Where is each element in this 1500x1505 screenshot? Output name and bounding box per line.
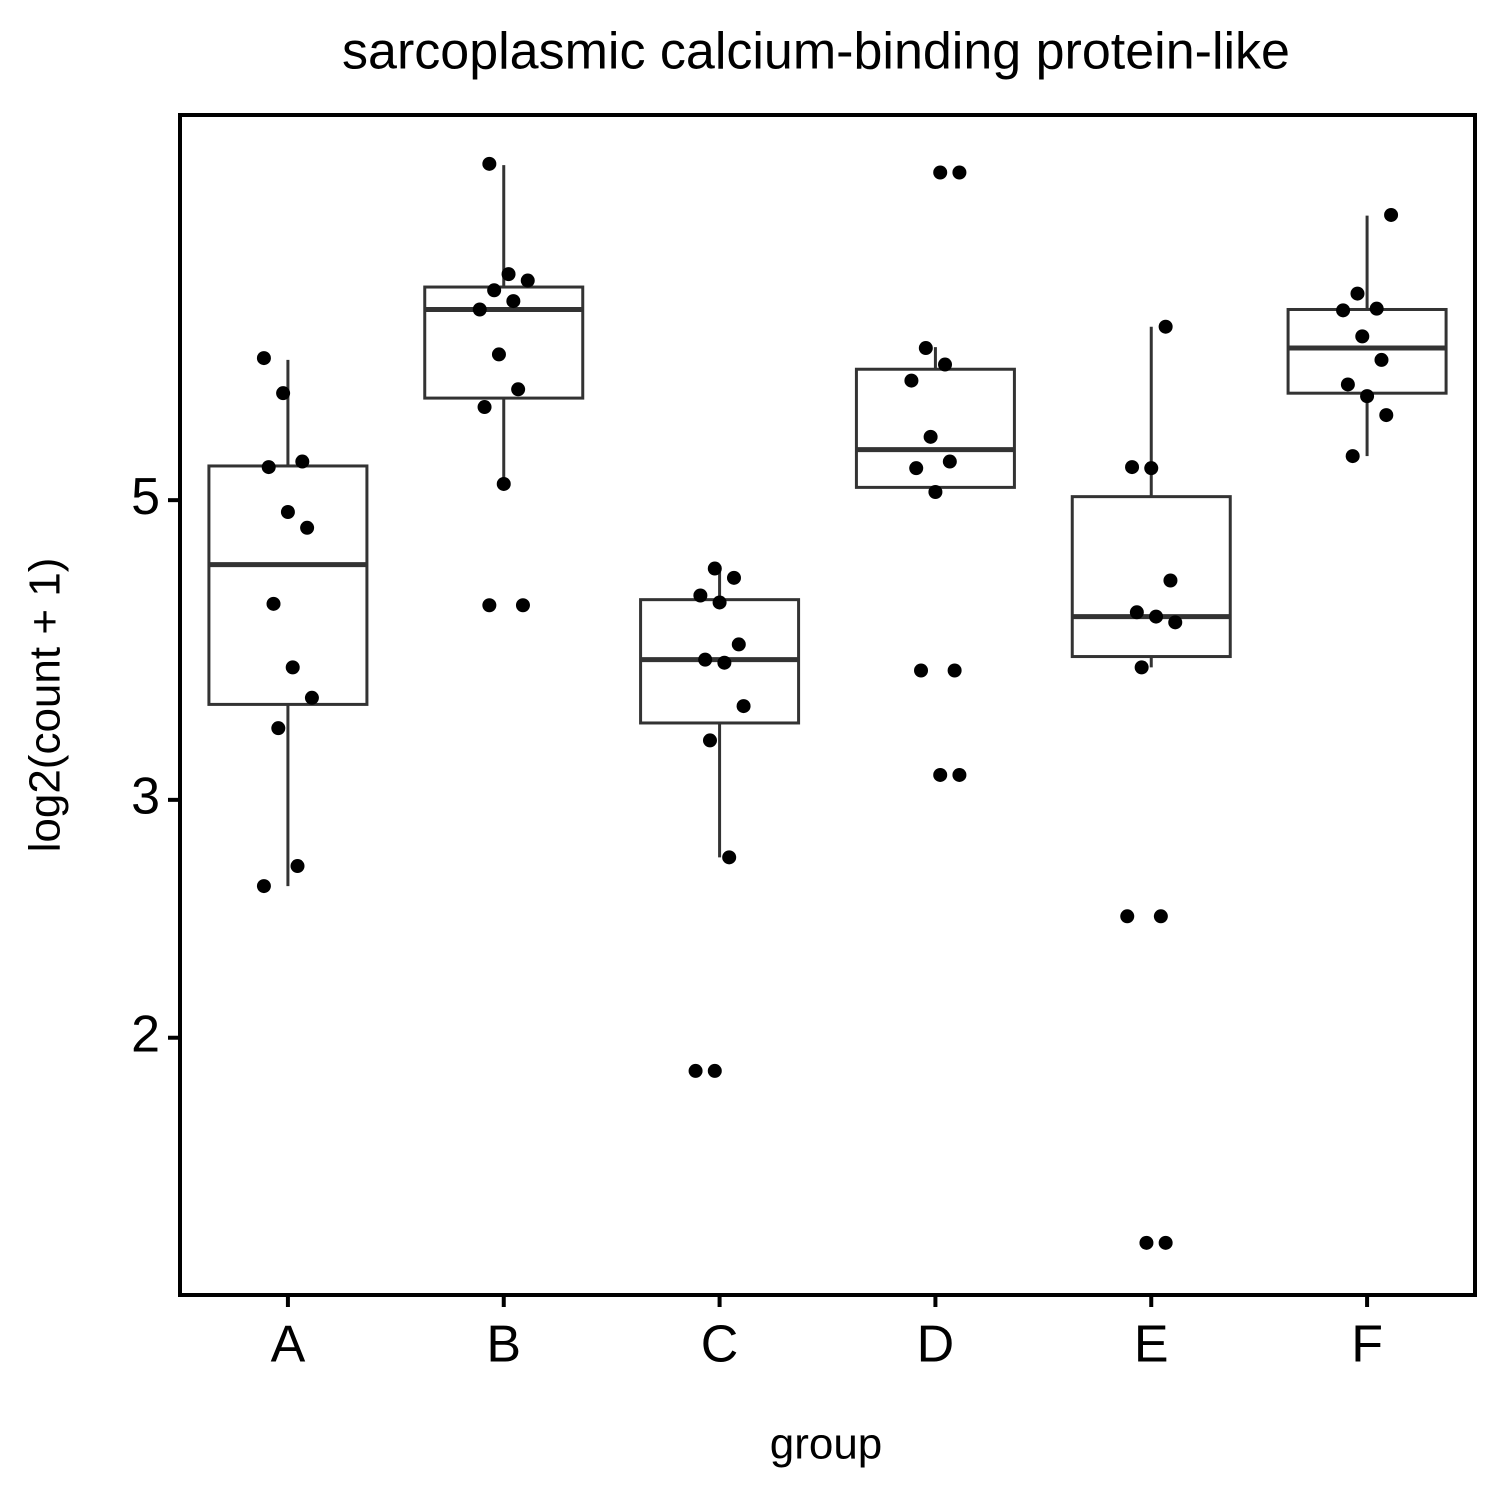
data-point: [1125, 460, 1140, 475]
y-axis-label: log2(count + 1): [21, 558, 70, 853]
data-point: [295, 454, 310, 469]
data-point: [947, 663, 962, 678]
data-point: [276, 386, 291, 401]
data-point: [266, 596, 281, 611]
x-axis-label: group: [770, 1420, 883, 1469]
data-point: [1379, 408, 1394, 423]
data-point: [952, 165, 967, 180]
data-point: [698, 652, 713, 667]
data-point: [1139, 1235, 1154, 1250]
data-point: [1120, 909, 1135, 924]
box: [1286, 307, 1448, 395]
data-point: [1369, 301, 1384, 316]
data-point: [300, 520, 315, 535]
data-point: [707, 561, 722, 576]
data-point: [1153, 909, 1168, 924]
data-point: [1158, 1235, 1173, 1250]
data-point: [271, 721, 286, 736]
chart-title: sarcoplasmic calcium-binding protein-lik…: [342, 23, 1290, 81]
data-point: [477, 400, 492, 415]
data-point: [1374, 352, 1389, 367]
data-point: [909, 461, 924, 476]
data-point: [261, 460, 276, 475]
x-tick-label: C: [701, 1316, 739, 1374]
data-point: [506, 294, 521, 309]
data-point: [731, 637, 746, 652]
data-point: [491, 347, 506, 362]
data-point: [1163, 573, 1178, 588]
data-point: [726, 570, 741, 585]
data-point: [736, 699, 751, 714]
data-point: [693, 588, 708, 603]
data-point: [285, 660, 300, 675]
data-point: [933, 165, 948, 180]
x-tick-label: A: [271, 1316, 306, 1374]
data-point: [942, 454, 957, 469]
data-point: [482, 598, 497, 613]
data-point: [722, 850, 737, 865]
data-point: [702, 733, 717, 748]
data-point: [1355, 329, 1370, 344]
data-point: [914, 663, 929, 678]
data-point: [487, 283, 502, 298]
plot-frame: [178, 113, 1477, 1297]
data-point: [290, 859, 305, 874]
data-point: [482, 156, 497, 171]
data-point: [707, 1063, 722, 1078]
data-point: [928, 484, 943, 499]
data-point: [938, 357, 953, 372]
data-point: [717, 655, 732, 670]
data-point: [1360, 389, 1375, 404]
data-point: [520, 273, 535, 288]
data-point: [712, 595, 727, 610]
data-point: [1134, 660, 1149, 675]
data-point: [1129, 605, 1144, 620]
data-point: [280, 505, 295, 520]
data-point: [1340, 377, 1355, 392]
data-point: [688, 1063, 703, 1078]
data-point: [501, 267, 516, 282]
data-point: [304, 690, 319, 705]
data-point: [256, 879, 271, 894]
y-tick-label: 2: [131, 1005, 160, 1063]
data-point: [511, 382, 526, 397]
x-tick-label: F: [1351, 1316, 1383, 1374]
data-point: [1144, 461, 1159, 476]
data-point: [1350, 286, 1365, 301]
y-tick-label: 5: [131, 468, 160, 526]
x-tick-label: B: [486, 1316, 521, 1374]
data-point: [1168, 615, 1183, 630]
data-point: [1345, 449, 1360, 464]
data-point: [904, 373, 919, 388]
data-point: [1149, 609, 1164, 624]
x-tick-label: E: [1134, 1316, 1169, 1374]
data-point: [256, 351, 271, 366]
box: [423, 285, 585, 400]
data-point: [1158, 319, 1173, 334]
y-tick-label: 3: [131, 768, 160, 826]
data-point: [923, 429, 938, 444]
box: [1070, 495, 1232, 659]
data-point: [952, 767, 967, 782]
box: [854, 367, 1016, 489]
data-point: [1336, 303, 1351, 318]
data-point: [933, 767, 948, 782]
data-point: [496, 476, 511, 491]
x-tick-label: D: [917, 1316, 955, 1374]
data-point: [1384, 207, 1399, 222]
data-point: [918, 341, 933, 356]
data-point: [472, 302, 487, 317]
data-point: [515, 598, 530, 613]
